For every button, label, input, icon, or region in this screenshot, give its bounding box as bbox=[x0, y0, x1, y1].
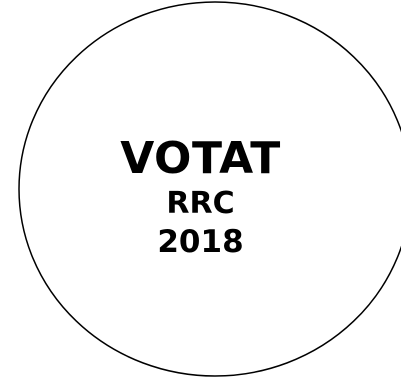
circle-shape bbox=[18, 1, 401, 377]
subtitle-text: RRC bbox=[166, 186, 235, 221]
title-text: VOTAT bbox=[120, 133, 281, 184]
year-text: 2018 bbox=[157, 224, 244, 260]
